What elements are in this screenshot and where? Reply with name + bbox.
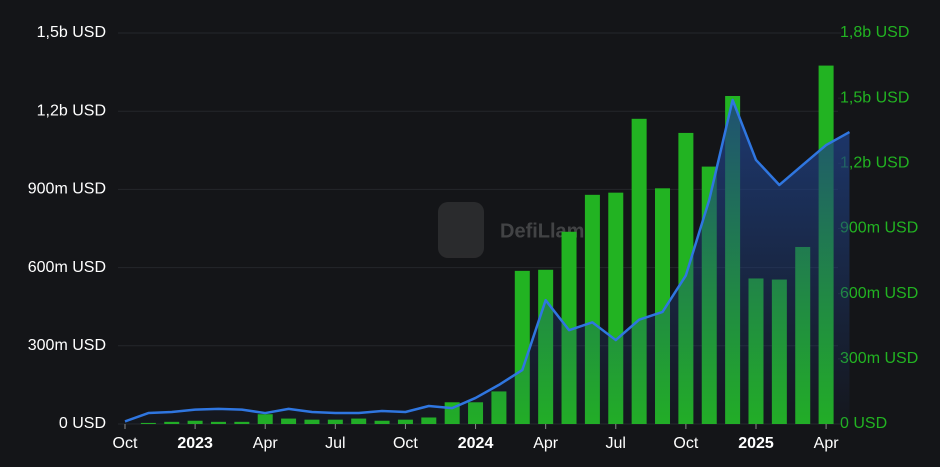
x-tick-label: Apr — [814, 435, 840, 452]
x-tick-label: Apr — [253, 435, 279, 452]
x-tick-label: Oct — [113, 435, 138, 452]
y2-tick-label: 900m USD — [840, 220, 918, 237]
y-tick-label: 300m USD — [28, 337, 106, 354]
x-tick-label: 2024 — [458, 435, 494, 452]
x-tick-label: Jul — [606, 435, 626, 452]
x-tick-label: Apr — [533, 435, 559, 452]
x-tick-label: Oct — [673, 435, 698, 452]
y-tick-label: 900m USD — [28, 181, 106, 198]
y-tick-label: 1,2b USD — [37, 102, 106, 119]
y2-tick-label: 600m USD — [840, 285, 918, 302]
y2-tick-label: 0 USD — [840, 415, 887, 432]
area — [125, 99, 850, 424]
x-tick-label: 2023 — [177, 435, 213, 452]
watermark-text: DefiLlama — [500, 220, 596, 242]
watermark-logo — [438, 202, 484, 258]
x-tick-label: Oct — [393, 435, 418, 452]
y2-tick-label: 300m USD — [840, 350, 918, 367]
x-tick-label: 2025 — [738, 435, 774, 452]
x-tick-label: Jul — [325, 435, 345, 452]
y-tick-label: 1,5b USD — [37, 24, 106, 41]
y-tick-label: 600m USD — [28, 259, 106, 276]
line — [124, 98, 851, 423]
y2-tick-label: 1,5b USD — [840, 89, 909, 106]
y-tick-label: 0 USD — [59, 415, 106, 432]
y2-tick-label: 1,2b USD — [840, 155, 909, 172]
y2-tick-label: 1,8b USD — [840, 24, 909, 41]
